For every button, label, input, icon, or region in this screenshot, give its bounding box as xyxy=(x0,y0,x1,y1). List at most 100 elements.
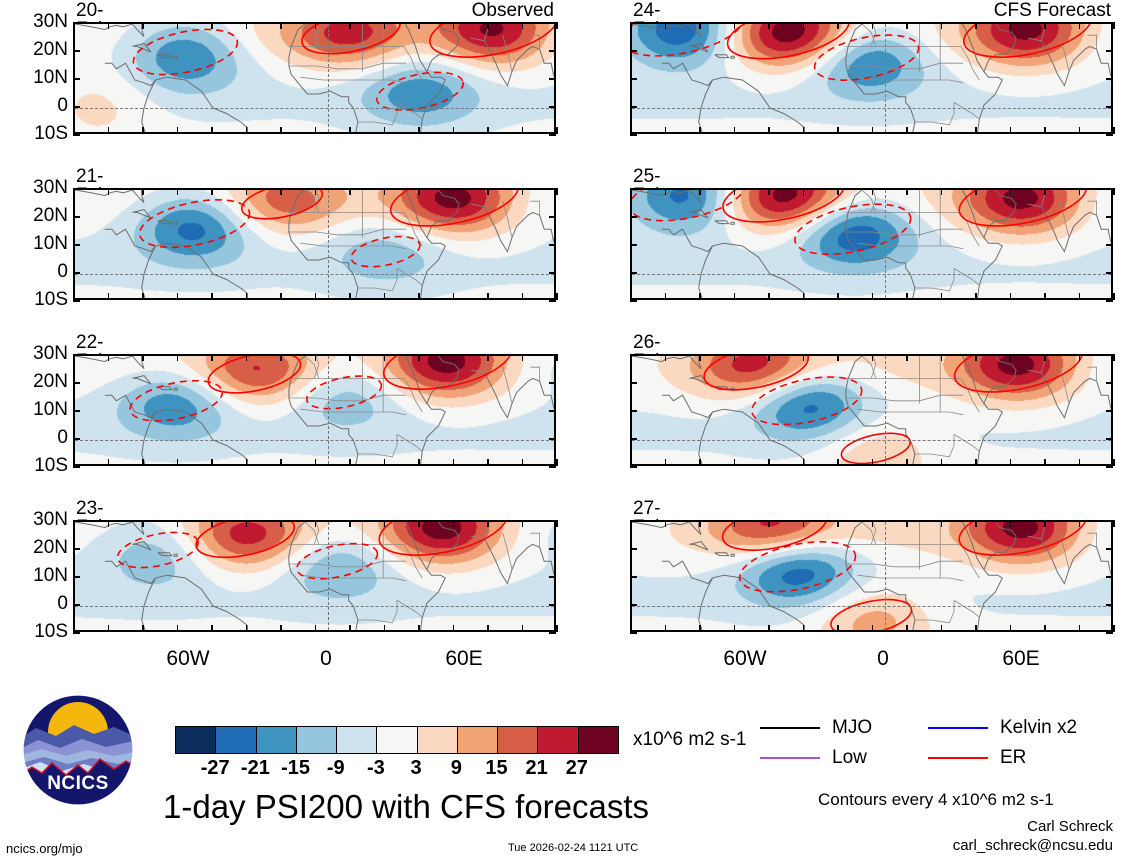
x-tick xyxy=(211,520,213,527)
x-tick xyxy=(802,354,805,361)
x-tick xyxy=(211,293,213,300)
x-tick xyxy=(418,188,420,195)
map-frame xyxy=(630,22,1113,134)
y-tick xyxy=(630,50,637,52)
x-tick xyxy=(837,22,839,29)
x-tick xyxy=(107,127,110,134)
x-tick xyxy=(349,520,351,527)
equator-line xyxy=(632,108,1111,109)
map-frame xyxy=(73,354,556,466)
x-tick xyxy=(871,22,874,29)
y-tick xyxy=(1106,216,1113,218)
x-tick xyxy=(871,354,874,361)
x-tick xyxy=(1113,354,1115,361)
y-tick xyxy=(549,134,556,136)
y-tick xyxy=(1106,410,1113,412)
prime-meridian-line xyxy=(885,356,886,464)
x-tick xyxy=(837,127,839,134)
x-tick xyxy=(630,625,632,632)
x-tick xyxy=(1078,625,1081,632)
y-tick xyxy=(630,216,637,218)
legend-line-low xyxy=(760,757,820,759)
y-tick xyxy=(1106,576,1113,578)
colorbar-tick-label: -9 xyxy=(326,757,345,779)
x-tick xyxy=(664,188,667,195)
coastline-overlay xyxy=(75,522,554,630)
y-axis-label: 0 xyxy=(57,261,68,282)
x-tick xyxy=(556,188,558,195)
x-tick xyxy=(383,625,386,632)
author-email: carl_schreck@ncsu.edu xyxy=(952,837,1113,854)
x-tick xyxy=(314,22,317,29)
x-tick xyxy=(349,22,351,29)
y-tick xyxy=(73,300,80,302)
y-tick xyxy=(73,632,80,634)
x-tick xyxy=(211,625,213,632)
x-tick xyxy=(349,188,351,195)
y-tick xyxy=(630,382,637,384)
x-tick xyxy=(630,459,632,466)
x-tick xyxy=(837,293,839,300)
y-tick xyxy=(73,354,80,356)
y-axis-label: 10S xyxy=(34,123,68,144)
x-tick xyxy=(73,354,75,361)
x-tick xyxy=(176,293,179,300)
y-tick xyxy=(630,300,637,302)
x-tick xyxy=(664,293,667,300)
x-tick xyxy=(733,459,736,466)
x-tick xyxy=(280,354,282,361)
x-tick xyxy=(280,188,282,195)
x-tick xyxy=(940,127,943,134)
x-tick xyxy=(906,293,908,300)
x-tick xyxy=(383,127,386,134)
y-tick xyxy=(549,438,556,440)
y-tick xyxy=(1106,604,1113,606)
map-frame xyxy=(630,188,1113,300)
x-tick xyxy=(107,22,110,29)
column-header: Observed xyxy=(471,0,554,21)
y-tick xyxy=(630,576,637,578)
x-tick xyxy=(314,354,317,361)
prime-meridian-line xyxy=(328,356,329,464)
x-tick xyxy=(452,625,455,632)
y-axis-label: 20N xyxy=(33,39,68,60)
x-tick xyxy=(418,22,420,29)
x-tick xyxy=(349,293,351,300)
author-name: Carl Schreck xyxy=(1027,818,1113,835)
x-tick xyxy=(556,127,558,134)
x-tick xyxy=(802,520,805,527)
coastline-overlay xyxy=(632,356,1111,464)
x-tick xyxy=(940,293,943,300)
x-tick xyxy=(940,625,943,632)
anomaly-shading xyxy=(75,522,554,630)
x-tick xyxy=(664,625,667,632)
x-tick xyxy=(280,127,282,134)
y-tick xyxy=(630,188,637,190)
x-tick xyxy=(906,188,908,195)
equator-line xyxy=(75,274,554,275)
x-tick xyxy=(487,625,489,632)
x-tick xyxy=(73,293,75,300)
colorbar-swatch xyxy=(215,727,256,753)
x-tick xyxy=(73,127,75,134)
x-tick xyxy=(1009,188,1012,195)
coastline-overlay xyxy=(75,356,554,464)
x-tick xyxy=(1044,520,1046,527)
y-tick xyxy=(1106,244,1113,246)
x-tick xyxy=(733,354,736,361)
x-tick xyxy=(906,520,908,527)
x-tick xyxy=(211,188,213,195)
x-tick xyxy=(556,293,558,300)
x-tick xyxy=(837,625,839,632)
er-contours xyxy=(721,522,1088,630)
x-tick xyxy=(1078,354,1081,361)
coastline-overlay xyxy=(632,522,1111,630)
y-tick xyxy=(549,466,556,468)
x-tick xyxy=(142,520,144,527)
x-tick xyxy=(245,459,248,466)
y-tick xyxy=(630,520,637,522)
x-tick xyxy=(630,127,632,134)
equator-line xyxy=(75,108,554,109)
y-axis-label: 20N xyxy=(33,205,68,226)
y-tick xyxy=(549,576,556,578)
